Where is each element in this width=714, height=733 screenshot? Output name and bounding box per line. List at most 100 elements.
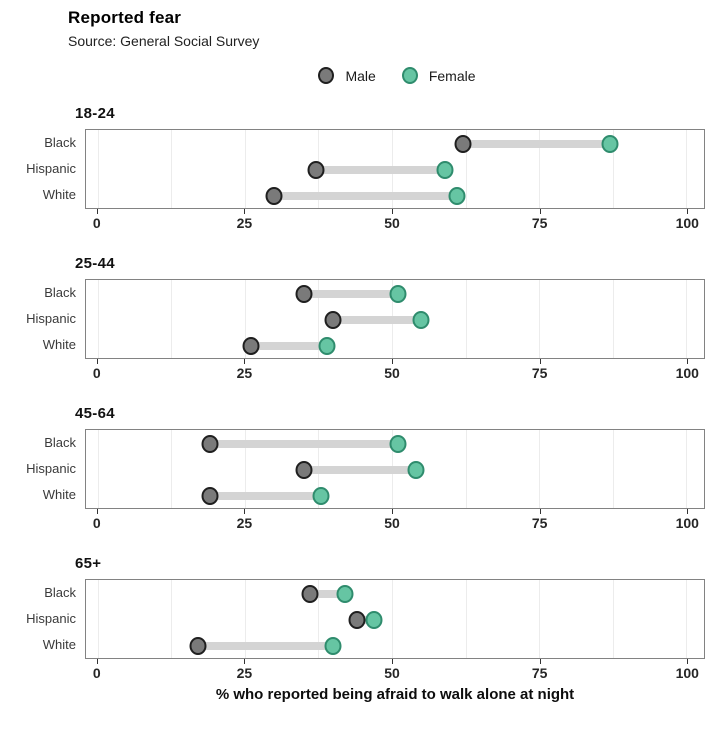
x-axis-tick-label: 100 [675, 515, 699, 531]
x-axis-tick-label: 25 [236, 215, 253, 231]
gridline [244, 130, 246, 208]
gridline [244, 280, 246, 358]
x-axis-tick-label: 75 [531, 365, 548, 381]
y-axis-label-black: Black [44, 135, 76, 150]
x-axis-tick-label: 100 [675, 665, 699, 681]
connector-bar [356, 616, 375, 624]
gridline [465, 280, 467, 358]
x-axis: 0 25 50 75 100 [85, 209, 705, 234]
y-axis-label-hispanic: Hispanic [26, 311, 76, 326]
dumbbell-row-white [86, 333, 704, 358]
y-axis-label-white: White [42, 337, 76, 352]
female-data-point [412, 311, 430, 329]
female-dot-icon [401, 67, 418, 84]
y-axis-labels: Black Hispanic White [0, 579, 85, 659]
connector-bar [209, 440, 398, 448]
male-data-point [324, 311, 342, 329]
y-axis-labels: Black Hispanic White [0, 129, 85, 209]
x-axis-tick [96, 209, 98, 214]
gridline [686, 280, 688, 358]
gridline [171, 430, 173, 508]
legend: Male Female [40, 67, 714, 84]
female-data-point [407, 461, 425, 479]
plot-area [85, 579, 705, 659]
x-axis-tick-label: 50 [384, 215, 400, 231]
female-data-point [436, 161, 454, 179]
gridline [539, 430, 541, 508]
gridline [465, 130, 467, 208]
dumbbell-row-hispanic [86, 307, 704, 333]
x-axis-tick [392, 659, 394, 664]
dumbbell-row-white [86, 633, 704, 658]
female-data-point [448, 187, 466, 205]
dumbbell-row-white [86, 483, 704, 508]
male-data-point [454, 135, 472, 153]
x-axis-tick-label: 25 [236, 515, 253, 531]
gridline [97, 130, 99, 208]
male-data-point [295, 461, 313, 479]
dumbbell-row-black [86, 131, 704, 157]
x-axis-tick [687, 359, 689, 364]
dumbbell-row-black [86, 581, 704, 607]
connector-bar [303, 290, 398, 298]
x-axis-label: % who reported being afraid to walk alon… [215, 686, 575, 703]
gridline [612, 430, 614, 508]
female-data-point [389, 285, 407, 303]
panel-body: Black Hispanic White [0, 129, 714, 209]
panel-25-44: 25-44 Black Hispanic White 0 25 50 75 100 [0, 255, 714, 384]
gridline [612, 580, 614, 658]
connector-bar [209, 492, 322, 500]
connector-bar [462, 140, 610, 148]
x-axis-tick-label: 75 [531, 215, 548, 231]
x-axis-tick [392, 209, 394, 214]
connector-bar [333, 316, 422, 324]
panel-45-64: 45-64 Black Hispanic White 0 25 50 75 100 [0, 405, 714, 534]
x-axis-tick-label: 0 [92, 665, 101, 681]
dumbbell-row-hispanic [86, 457, 704, 483]
male-data-point [307, 161, 325, 179]
x-axis-tick [539, 209, 541, 214]
x-axis-tick-label: 50 [384, 515, 400, 531]
y-axis-label-hispanic: Hispanic [26, 461, 76, 476]
panel-18-24: 18-24 Black Hispanic White 0 25 50 75 100 [0, 105, 714, 234]
x-axis: 0 25 50 75 100 [85, 509, 705, 534]
x-axis-tick [687, 509, 689, 514]
connector-bar [250, 342, 328, 350]
x-axis-tick-label: 0 [92, 365, 101, 381]
male-data-point [201, 435, 219, 453]
male-data-point [348, 611, 366, 629]
y-axis-label-black: Black [44, 285, 76, 300]
x-axis-tick [687, 659, 689, 664]
x-axis-tick-label: 50 [384, 665, 400, 681]
female-data-point [389, 435, 407, 453]
male-dot-icon [318, 67, 335, 84]
dumbbell-row-hispanic [86, 157, 704, 183]
gridline [465, 430, 467, 508]
gridline [686, 130, 688, 208]
gridline [318, 280, 320, 358]
x-axis-tick [539, 509, 541, 514]
panel-body: Black Hispanic White [0, 579, 714, 659]
x-axis-tick [539, 359, 541, 364]
x-axis-tick-label: 25 [236, 365, 253, 381]
panel-body: Black Hispanic White [0, 279, 714, 359]
gridline [539, 280, 541, 358]
x-axis-tick-label: 75 [531, 665, 548, 681]
x-axis-tick [392, 359, 394, 364]
x-axis-tick [96, 359, 98, 364]
x-axis-tick-label: 100 [675, 365, 699, 381]
gridline [392, 580, 394, 658]
x-axis-tick [539, 659, 541, 664]
female-data-point [312, 487, 330, 505]
panel-title: 65+ [75, 555, 102, 572]
plot-area [85, 279, 705, 359]
female-data-point [318, 337, 336, 355]
male-data-point [301, 585, 319, 603]
gridline [465, 580, 467, 658]
gridline [171, 280, 173, 358]
gridline [318, 580, 320, 658]
gridline [97, 430, 99, 508]
x-axis-tick [244, 659, 246, 664]
x-axis-tick [244, 209, 246, 214]
panel-title: 18-24 [75, 105, 115, 122]
